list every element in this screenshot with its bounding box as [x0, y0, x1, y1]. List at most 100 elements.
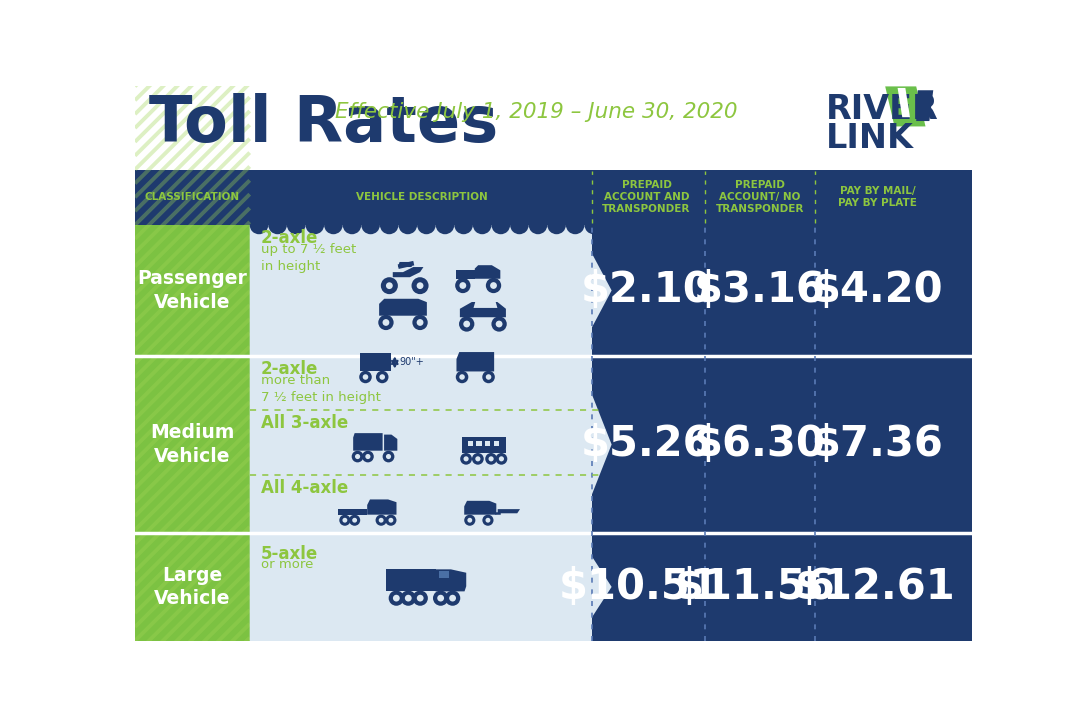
Wedge shape	[362, 225, 380, 234]
Wedge shape	[603, 225, 622, 234]
Text: Medium
Vehicle: Medium Vehicle	[150, 423, 234, 466]
Wedge shape	[826, 225, 845, 234]
Circle shape	[386, 515, 396, 526]
Circle shape	[382, 319, 390, 326]
Circle shape	[339, 515, 350, 526]
Wedge shape	[306, 225, 324, 234]
Polygon shape	[460, 302, 505, 318]
Bar	[468, 441, 473, 446]
Circle shape	[449, 595, 456, 601]
Wedge shape	[529, 225, 548, 234]
Wedge shape	[789, 225, 808, 234]
Polygon shape	[249, 356, 611, 533]
Circle shape	[352, 518, 357, 523]
Circle shape	[417, 319, 423, 326]
Text: PAY BY MAIL/
PAY BY PLATE: PAY BY MAIL/ PAY BY PLATE	[838, 186, 917, 208]
Text: 2-axle: 2-axle	[260, 229, 318, 247]
Wedge shape	[473, 225, 491, 234]
Circle shape	[437, 595, 444, 601]
Text: $7.36: $7.36	[811, 423, 944, 465]
Text: more than
7 ½ feet in height: more than 7 ½ feet in height	[260, 374, 380, 404]
Bar	[135, 169, 972, 225]
Wedge shape	[566, 225, 584, 234]
Circle shape	[463, 320, 470, 328]
Circle shape	[486, 374, 491, 379]
Circle shape	[459, 374, 464, 379]
Circle shape	[486, 518, 490, 523]
Wedge shape	[882, 225, 901, 234]
Polygon shape	[397, 262, 414, 267]
Circle shape	[483, 515, 494, 526]
Circle shape	[381, 277, 397, 294]
Circle shape	[342, 518, 348, 523]
Wedge shape	[510, 225, 529, 234]
Polygon shape	[457, 352, 495, 372]
Polygon shape	[367, 500, 396, 515]
Circle shape	[485, 453, 497, 464]
Circle shape	[463, 456, 469, 462]
Polygon shape	[384, 435, 397, 451]
Circle shape	[490, 282, 497, 289]
Bar	[456, 270, 475, 279]
Circle shape	[488, 456, 494, 462]
Bar	[476, 441, 482, 446]
Circle shape	[445, 590, 460, 606]
Circle shape	[349, 515, 361, 526]
Circle shape	[360, 371, 372, 383]
Wedge shape	[752, 225, 770, 234]
Polygon shape	[360, 354, 391, 372]
Bar	[249, 225, 592, 641]
Text: RIVER
LINK: RIVER LINK	[826, 93, 939, 155]
Text: VEHICLE DESCRIPTION: VEHICLE DESCRIPTION	[356, 192, 488, 202]
Circle shape	[376, 515, 387, 526]
Circle shape	[491, 316, 507, 332]
Circle shape	[352, 451, 364, 462]
Wedge shape	[380, 225, 399, 234]
Circle shape	[496, 453, 508, 464]
Wedge shape	[733, 225, 752, 234]
Circle shape	[393, 595, 400, 601]
Wedge shape	[919, 225, 937, 234]
Text: 5-axle: 5-axle	[260, 544, 318, 562]
Polygon shape	[464, 501, 497, 515]
Text: $6.30: $6.30	[693, 423, 825, 465]
Text: 2-axle: 2-axle	[260, 360, 318, 378]
Wedge shape	[491, 225, 510, 234]
Text: or more: or more	[260, 559, 313, 572]
Text: $10.51: $10.51	[558, 566, 719, 608]
Text: 90"+: 90"+	[399, 357, 423, 367]
Wedge shape	[808, 225, 826, 234]
Wedge shape	[864, 225, 882, 234]
Circle shape	[401, 590, 416, 606]
Circle shape	[413, 590, 428, 606]
Wedge shape	[268, 225, 287, 234]
Text: Effective July 1, 2019 – June 30, 2020: Effective July 1, 2019 – June 30, 2020	[335, 102, 738, 122]
Bar	[592, 225, 972, 641]
Text: CLASSIFICATION: CLASSIFICATION	[145, 192, 240, 202]
Wedge shape	[249, 225, 268, 234]
Circle shape	[389, 590, 404, 606]
Circle shape	[417, 595, 423, 601]
Wedge shape	[845, 225, 864, 234]
Circle shape	[456, 371, 469, 383]
Text: PREPAID
ACCOUNT AND
TRANSPONDER: PREPAID ACCOUNT AND TRANSPONDER	[603, 180, 691, 215]
Text: $12.61: $12.61	[795, 566, 956, 608]
Bar	[485, 441, 490, 446]
Bar	[135, 86, 972, 171]
Wedge shape	[770, 225, 789, 234]
Bar	[338, 509, 367, 515]
Polygon shape	[379, 299, 427, 315]
Wedge shape	[584, 225, 603, 234]
Polygon shape	[435, 570, 467, 591]
Wedge shape	[715, 225, 733, 234]
Text: Toll Rates: Toll Rates	[149, 93, 498, 155]
Polygon shape	[916, 90, 933, 121]
Wedge shape	[435, 225, 455, 234]
Circle shape	[378, 315, 393, 330]
Circle shape	[411, 277, 429, 294]
Circle shape	[433, 590, 448, 606]
Circle shape	[483, 371, 495, 383]
Text: $2.10: $2.10	[581, 269, 713, 312]
Wedge shape	[417, 225, 435, 234]
Circle shape	[472, 453, 484, 464]
